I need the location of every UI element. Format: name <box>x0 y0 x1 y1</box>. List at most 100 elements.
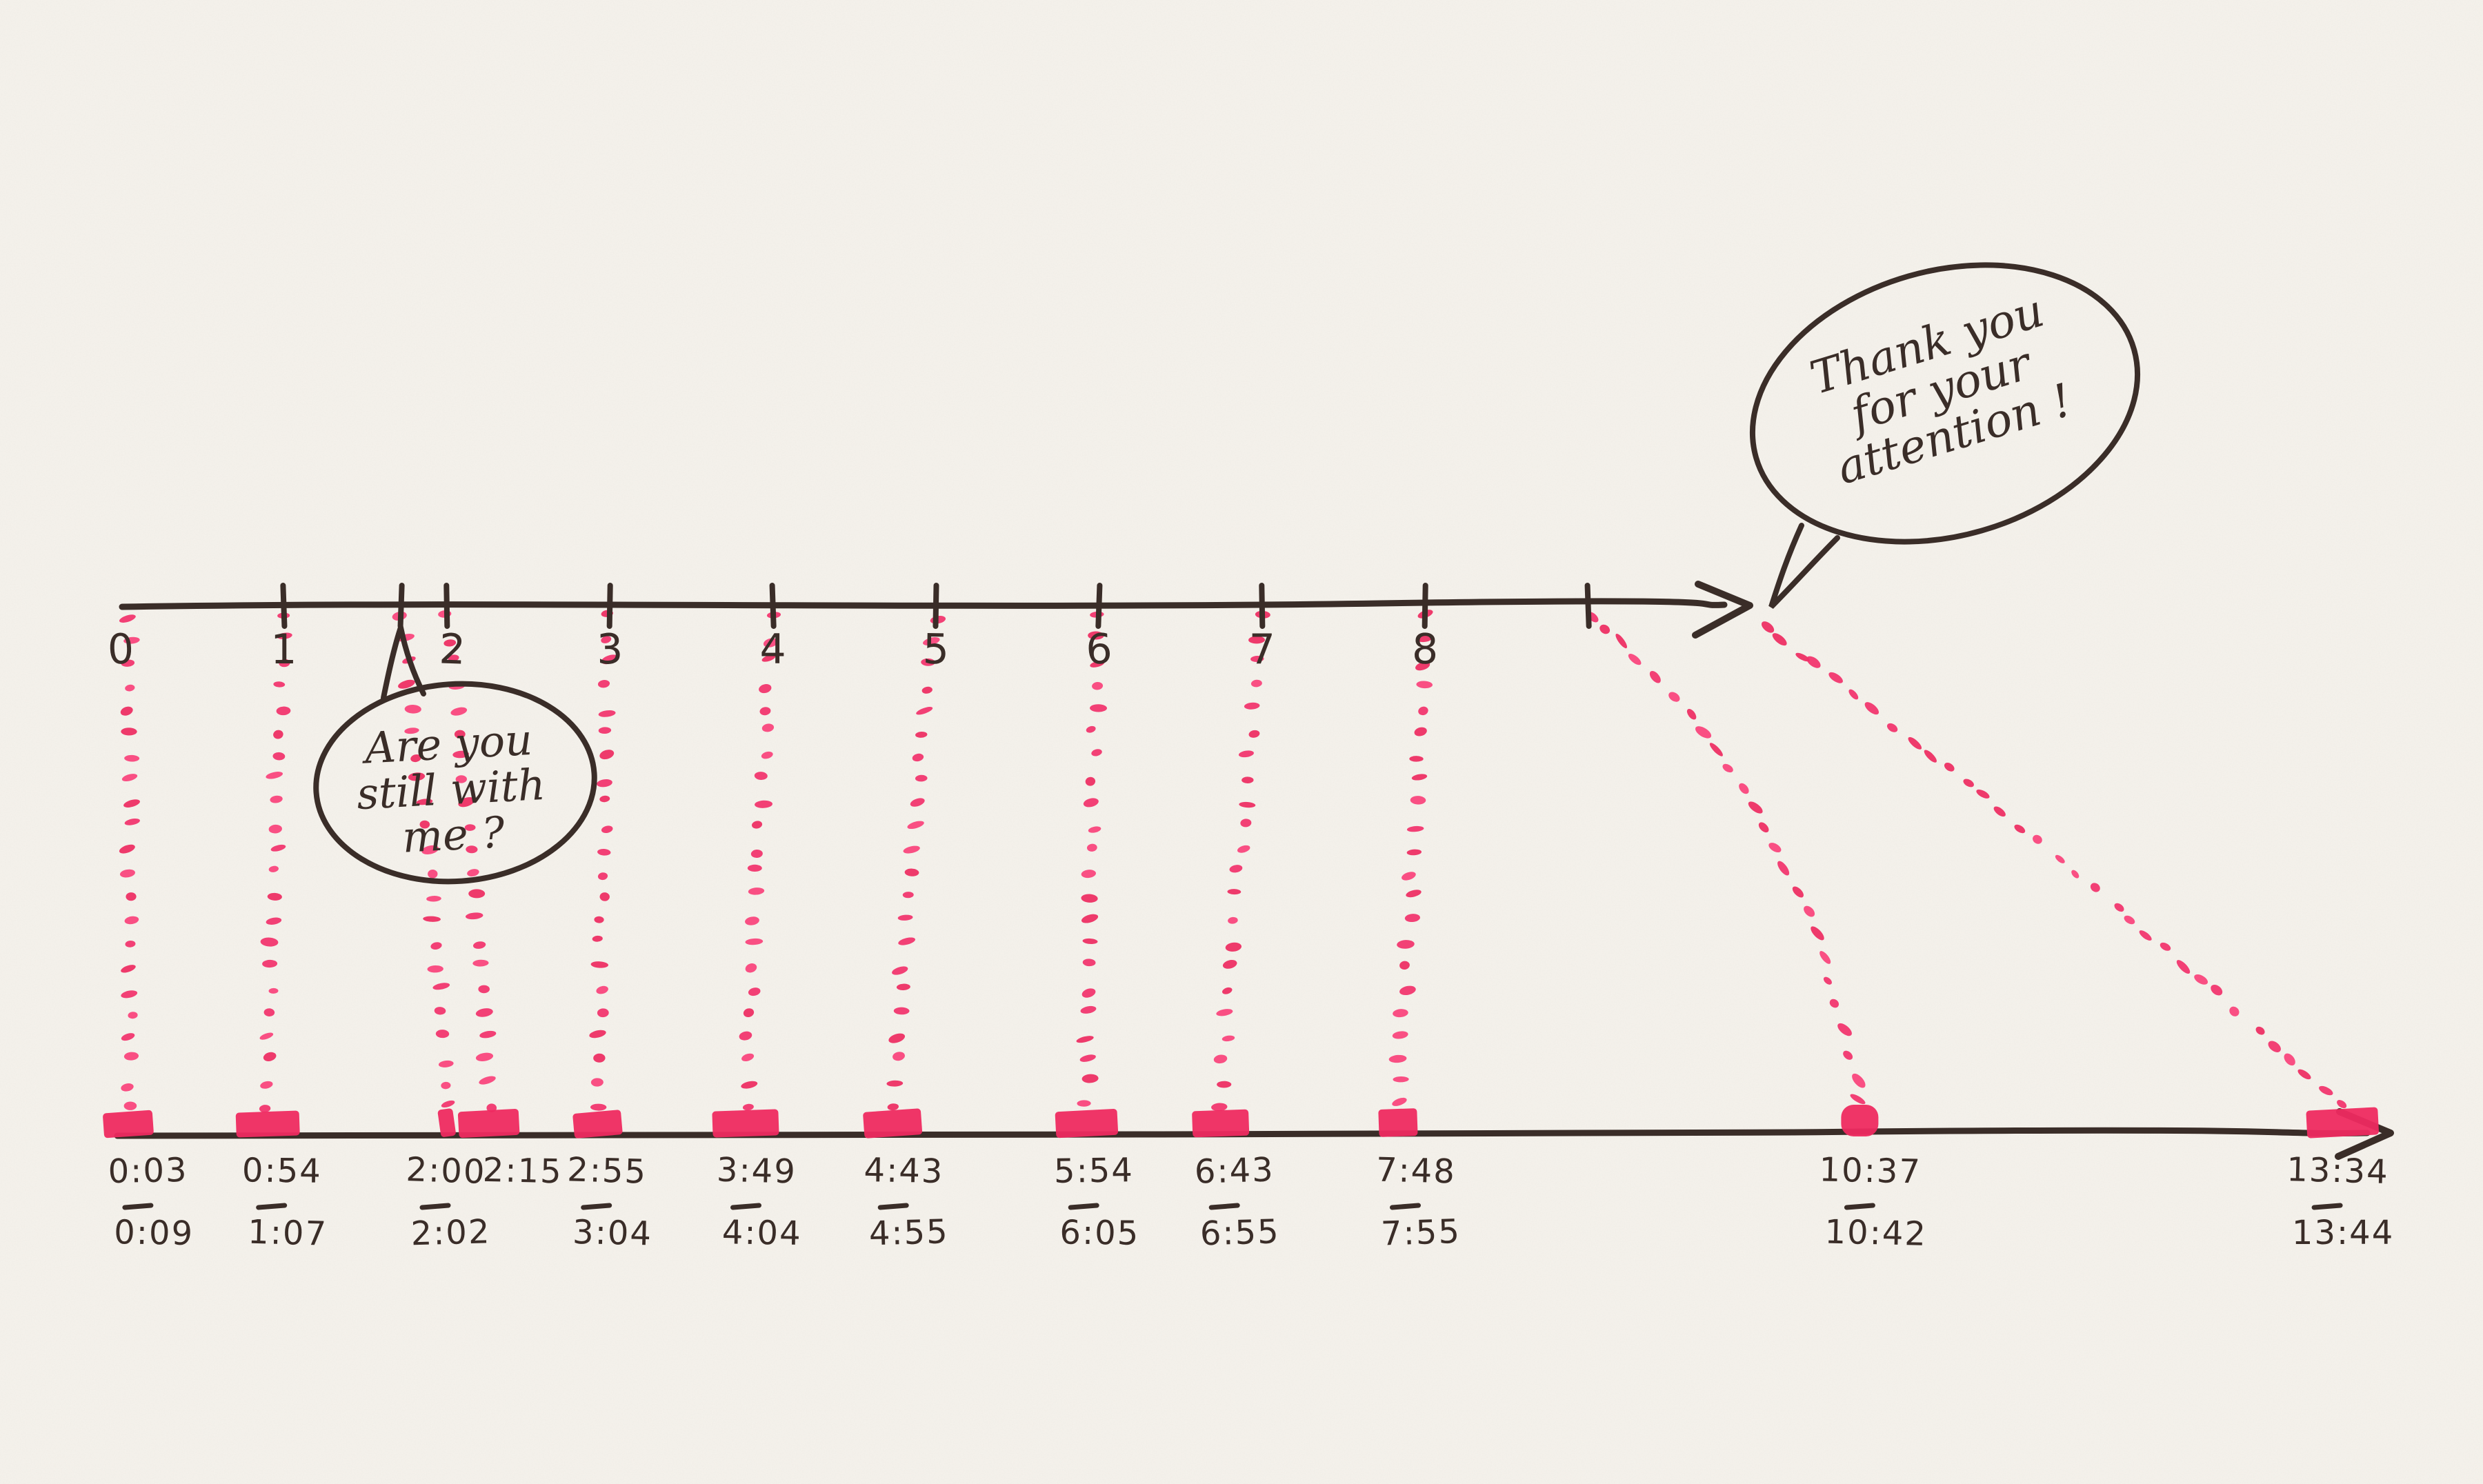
marker-dot <box>1615 633 1628 649</box>
speech-bubble-tail <box>381 616 426 701</box>
marker-dot <box>263 1052 277 1061</box>
marker-dot <box>1406 849 1422 856</box>
axis-tick <box>1095 583 1103 629</box>
marker-dot <box>1410 796 1426 805</box>
time-range-label: 0:03 0:09 <box>108 1151 194 1253</box>
marker-dot <box>1082 959 1096 967</box>
marker-dot <box>1924 750 1937 763</box>
marker-dot <box>1222 960 1237 969</box>
marker-dot <box>479 1076 496 1085</box>
marker-dot <box>1088 826 1101 833</box>
marker-dot <box>745 938 764 945</box>
marker-dot <box>1976 789 1990 799</box>
marker-dot <box>1416 681 1433 689</box>
time-end-label: 0:09 <box>114 1213 195 1253</box>
marker-dot <box>1795 652 1810 662</box>
marker-dot <box>1852 1073 1866 1088</box>
marker-dot <box>1229 865 1243 873</box>
speech-bubble-outline <box>1749 262 2141 545</box>
marker-dot <box>123 636 140 644</box>
marker-dot <box>430 942 442 950</box>
marker-dot <box>597 848 611 856</box>
marker-dot <box>2268 1041 2281 1052</box>
marker-dot <box>125 940 136 947</box>
dotted-connector <box>259 612 292 1113</box>
bubble-text-line: still with <box>355 759 546 819</box>
marker-dot <box>1828 672 1843 683</box>
marker-dot <box>1758 822 1769 833</box>
marker-dot <box>592 935 603 942</box>
marker-dot <box>921 658 935 666</box>
marker-dot <box>1668 692 1680 702</box>
marker-dot <box>454 730 466 739</box>
marker-dot <box>270 795 283 803</box>
marker-dot <box>1079 1054 1096 1062</box>
highlighter-mark <box>437 1108 456 1137</box>
marker-dot <box>898 937 916 945</box>
marker-dot <box>128 1012 138 1019</box>
marker-dot <box>126 892 137 901</box>
marker-dot <box>1393 1009 1408 1018</box>
marker-dot <box>120 706 133 716</box>
marker-dot <box>1811 926 1824 941</box>
time-end-label: 2:02 <box>410 1212 491 1253</box>
marker-dot <box>1090 661 1105 668</box>
marker-dot <box>276 706 291 716</box>
time-range-labels: 0:03 0:09 0:54 1:07 2:00 2:02 2:15 2:55 3:04 3:49… <box>108 1150 2394 1254</box>
marker-dot <box>748 987 761 996</box>
marker-dot <box>2176 960 2191 974</box>
time-start-label: 13:34 <box>2286 1150 2390 1192</box>
marker-dot <box>1081 1074 1099 1083</box>
marker-dot <box>1081 988 1096 998</box>
marker-dot <box>1392 1097 1407 1106</box>
time-end-label: 13:44 <box>2292 1214 2394 1252</box>
marker-dot <box>428 870 438 879</box>
marker-dot <box>912 753 924 762</box>
marker-dot <box>1080 1005 1097 1014</box>
marker-dot <box>1722 763 1733 773</box>
time-end-label: 3:04 <box>572 1213 653 1254</box>
marker-dot <box>745 963 757 973</box>
marker-dot <box>468 889 486 899</box>
marker-dot <box>119 844 135 854</box>
time-range-label: 0:54 1:07 <box>242 1151 328 1253</box>
marker-dot <box>438 1060 454 1067</box>
time-end-label: 4:04 <box>721 1213 802 1253</box>
marker-dot <box>423 916 441 922</box>
marker-dot <box>1402 872 1416 881</box>
time-range-label: 7:48 7:55 <box>1375 1150 1461 1253</box>
marker-dot <box>596 985 608 994</box>
axis-tick <box>1584 583 1592 629</box>
marker-dot <box>1242 776 1254 783</box>
dotted-connector <box>119 614 140 1110</box>
marker-dot <box>124 754 140 762</box>
marker-dot <box>2255 1026 2265 1035</box>
time-range-label: 4:43 4:55 <box>864 1151 949 1253</box>
marker-dot <box>1908 736 1922 750</box>
marker-dot <box>1411 774 1428 781</box>
marker-dot <box>1886 723 1898 732</box>
marker-dot <box>601 636 612 643</box>
highlighter-mark <box>235 1110 300 1138</box>
marker-dot <box>479 1030 497 1039</box>
marker-dot <box>1248 636 1266 644</box>
marker-dot <box>590 1078 604 1087</box>
marker-dot <box>1227 889 1242 895</box>
marker-dot <box>2139 930 2152 941</box>
marker-dot <box>427 965 443 973</box>
marker-dot <box>1695 726 1712 739</box>
marker-dot <box>896 983 910 990</box>
time-range-label: 10:37 10:42 <box>1819 1150 1928 1253</box>
marker-dot <box>1963 779 1974 788</box>
marker-dot <box>599 750 615 760</box>
marker-dot <box>1792 886 1804 898</box>
slide-number-label: 8 <box>1411 625 1438 674</box>
marker-dot <box>273 730 283 739</box>
marker-dot <box>923 637 940 645</box>
marker-dot <box>2071 870 2080 879</box>
bubble-text-line: me ? <box>401 807 506 863</box>
marker-dot <box>2114 903 2124 912</box>
marker-dot <box>892 966 908 975</box>
marker-dot <box>1392 1031 1408 1039</box>
